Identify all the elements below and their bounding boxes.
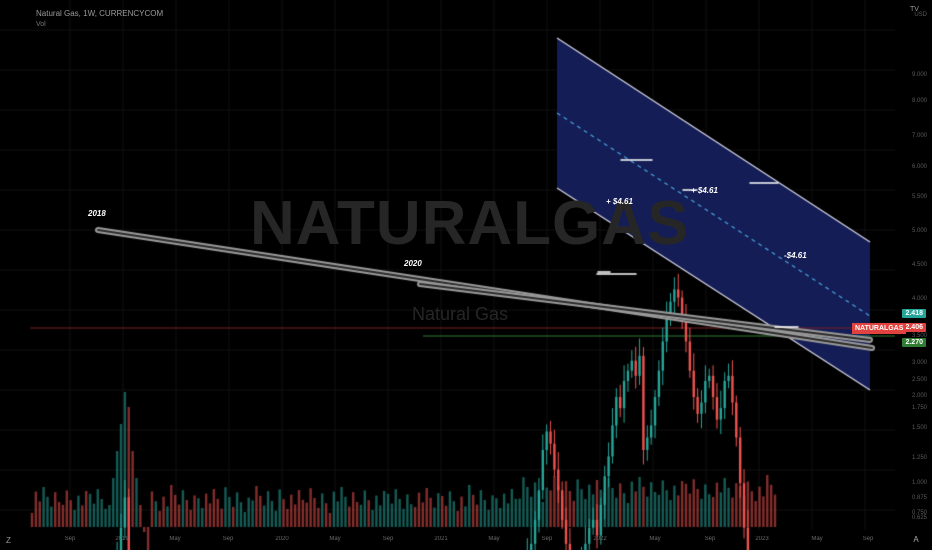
time-axis-tick: May [329, 536, 341, 542]
time-axis-tick: May [649, 536, 661, 542]
price-axis-tick: 3.500 [911, 333, 927, 339]
tv-logo-icon: TV [910, 6, 919, 13]
time-axis-tick: 2021 [434, 536, 448, 542]
time-axis-tick: Sep [541, 536, 553, 542]
price-axis-tick: 2.500 [911, 377, 927, 383]
price-axis-tick: 7.000 [911, 133, 927, 139]
time-axis-tick: Sep [704, 536, 716, 542]
annotation-loss: -$4.61 [784, 251, 807, 260]
time-axis-tick: May [488, 536, 500, 542]
price-axis-tick: 4.000 [911, 296, 927, 302]
time-axis-tick: 2022 [593, 536, 607, 542]
price-axis-tick: 4.500 [911, 262, 927, 268]
time-axis-tick: 2020 [275, 536, 289, 542]
price-axis-tick: 5.000 [911, 228, 927, 234]
price-axis-tick: 8.000 [911, 98, 927, 104]
price-axis-tick: USD [914, 12, 927, 18]
chart-header: Natural Gas, 1W, CURRENCYCOM Vol [36, 8, 163, 30]
price-axis-tick: 9.000 [911, 72, 927, 78]
auto-scale-button[interactable]: A [913, 535, 919, 544]
price-axis-tick: 6.000 [911, 164, 927, 170]
annotation-2020: 2020 [404, 259, 422, 268]
time-axis-tick: 2019 [115, 536, 129, 542]
annotation-2018: 2018 [88, 209, 106, 218]
price-axis-tick: 1.500 [911, 425, 927, 431]
volume-label: Vol [36, 21, 46, 28]
time-axis-tick: Sep [382, 536, 394, 542]
chart-title: Natural Gas, 1W, CURRENCYCOM [36, 9, 164, 18]
time-axis-tick: 2023 [755, 536, 769, 542]
time-axis-tick: Sep [222, 536, 234, 542]
annotation-gain-1: + $4.61 [606, 197, 633, 206]
price-axis-tick: 0.875 [911, 495, 927, 501]
price-axis-tick: 0.750 [911, 510, 927, 516]
time-axis-tick: Sep [64, 536, 76, 542]
symbol-watermark: NATURALGAS [250, 189, 690, 258]
price-tag-2406: 2.406 [902, 323, 926, 332]
price-tag-2418: 2.418 [902, 309, 926, 318]
time-axis-tick: Sep [862, 536, 874, 542]
price-axis-tick: 5.500 [911, 194, 927, 200]
bottom-left-corner-label[interactable]: Z [6, 536, 11, 545]
time-axis-tick: May [169, 536, 181, 542]
time-axis-tick: May [811, 536, 823, 542]
annotation-gain-2: + $4.61 [691, 186, 718, 195]
price-axis-tick: 1.250 [911, 455, 927, 461]
price-axis-tick: 0.625 [911, 515, 927, 521]
price-axis-tick: 2.000 [911, 393, 927, 399]
price-axis-tick: 1.750 [911, 405, 927, 411]
price-axis-tick: 1.000 [911, 480, 927, 486]
price-tag-2270: 2.270 [902, 338, 926, 347]
price-axis-tick: 3.000 [911, 360, 927, 366]
name-watermark: Natural Gas [412, 304, 509, 324]
symbol-price-tag: NATURALGAS [852, 323, 907, 334]
